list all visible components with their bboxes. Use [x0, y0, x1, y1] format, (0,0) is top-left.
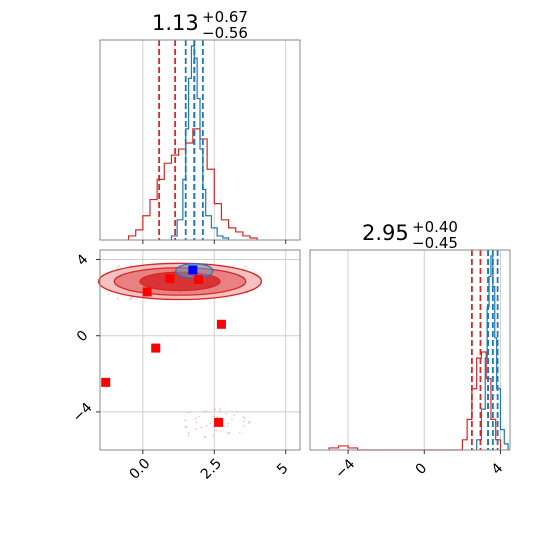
- m2-frame: [309, 249, 511, 451]
- faint-sample: [247, 422, 250, 424]
- faint-sample: [116, 297, 119, 300]
- red-point-2: [151, 343, 161, 353]
- blue-point-0: [188, 265, 198, 275]
- faint-sample: [116, 266, 119, 269]
- m1-series-0: [127, 128, 258, 240]
- m1-grid: [142, 40, 287, 240]
- m1-frame: [99, 39, 301, 241]
- faint-sample: [212, 425, 214, 428]
- joint-y-ticks: −4 0 4: [70, 251, 100, 426]
- joint-xtick-label-1: 2.5: [198, 456, 225, 483]
- joint-x-ticks: 0.0 2.5 5: [126, 450, 292, 483]
- red-point-4: [194, 275, 204, 285]
- faint-sample: [238, 431, 241, 434]
- faint-sample: [129, 298, 132, 301]
- faint-sample: [205, 410, 207, 412]
- faint-sample: [205, 424, 208, 427]
- faint-sample: [244, 265, 247, 268]
- m1-quantile-lines: [158, 40, 204, 240]
- joint-ytick-label-1: 0: [74, 328, 92, 346]
- m2-ticks: −4 0 4: [332, 450, 507, 482]
- faint-sample: [187, 411, 190, 414]
- marginal-histogram-1: [99, 39, 301, 244]
- joint-xtick-label-0: 0.0: [126, 456, 153, 483]
- faint-sample: [246, 292, 249, 294]
- joint-frame: [99, 249, 301, 451]
- faint-sample: [218, 410, 221, 413]
- faint-sample: [226, 425, 229, 428]
- m1-series: [127, 45, 258, 240]
- joint-scatter-contour: 0.0 2.5 5 −4 0 4: [70, 249, 301, 483]
- faint-sample: [212, 415, 215, 418]
- red-point-0: [101, 377, 111, 387]
- joint-ytick-label-0: −4: [70, 400, 96, 426]
- m2-xtick-label-1: 0: [413, 460, 431, 478]
- m2-quantile-lines: [471, 250, 499, 450]
- title-marginal-2: 2.95 +0.40 −0.45: [362, 218, 458, 252]
- faint-sample: [183, 419, 186, 422]
- faint-sample: [197, 415, 200, 418]
- m1-series-1: [170, 45, 230, 240]
- faint-sample: [213, 408, 216, 411]
- faint-sample: [212, 434, 214, 437]
- title-1-main: 1.13: [152, 11, 199, 35]
- faint-sample: [194, 417, 197, 420]
- faint-sample: [215, 429, 217, 432]
- faint-sample: [227, 422, 230, 425]
- faint-sample: [118, 264, 120, 267]
- faint-sample: [195, 421, 198, 424]
- joint-ytick-label-2: 4: [74, 251, 92, 269]
- joint-points: [101, 265, 226, 427]
- marginal-histogram-2: −4 0 4: [309, 249, 511, 482]
- faint-sample: [228, 431, 231, 434]
- faint-sample: [232, 265, 235, 268]
- faint-sample: [202, 410, 205, 413]
- red-point-3: [165, 274, 175, 284]
- faint-sample: [187, 432, 190, 434]
- faint-sample: [225, 413, 228, 415]
- m1-ticks: [142, 240, 287, 244]
- red-point-5: [216, 319, 226, 329]
- faint-sample: [200, 426, 203, 429]
- title-1-lower: −0.56: [202, 24, 248, 42]
- title-2-main: 2.95: [362, 221, 409, 245]
- title-2-lower: −0.45: [412, 234, 458, 252]
- faint-sample: [184, 425, 187, 428]
- faint-sample: [108, 293, 111, 296]
- faint-sample: [243, 420, 246, 423]
- title-1-upper: +0.67: [202, 8, 248, 26]
- faint-sample: [190, 411, 193, 413]
- red-point-1: [142, 287, 152, 297]
- red-point-6: [214, 417, 224, 427]
- m2-series-1: [476, 255, 509, 450]
- faint-sample: [235, 410, 238, 413]
- title-marginal-1: 1.13 +0.67 −0.56: [152, 8, 248, 42]
- faint-sample: [219, 408, 222, 411]
- faint-sample: [233, 414, 236, 417]
- m2-xtick-label-2: 4: [489, 460, 507, 478]
- faint-sample: [130, 264, 132, 267]
- m2-series-0: [328, 351, 502, 451]
- faint-sample: [209, 422, 212, 424]
- m2-xtick-label-0: −4: [332, 456, 358, 482]
- faint-sample: [187, 434, 190, 437]
- faint-sample: [223, 425, 225, 428]
- joint-contours: [97, 262, 263, 301]
- m2-grid: [347, 250, 501, 450]
- faint-sample: [204, 435, 207, 438]
- faint-sample: [194, 428, 197, 430]
- joint-xtick-label-2: 5: [274, 460, 292, 478]
- faint-sample: [244, 417, 246, 420]
- faint-sample: [242, 416, 245, 418]
- faint-sample: [242, 424, 245, 427]
- faint-sample: [231, 418, 233, 421]
- title-2-upper: +0.40: [412, 218, 458, 236]
